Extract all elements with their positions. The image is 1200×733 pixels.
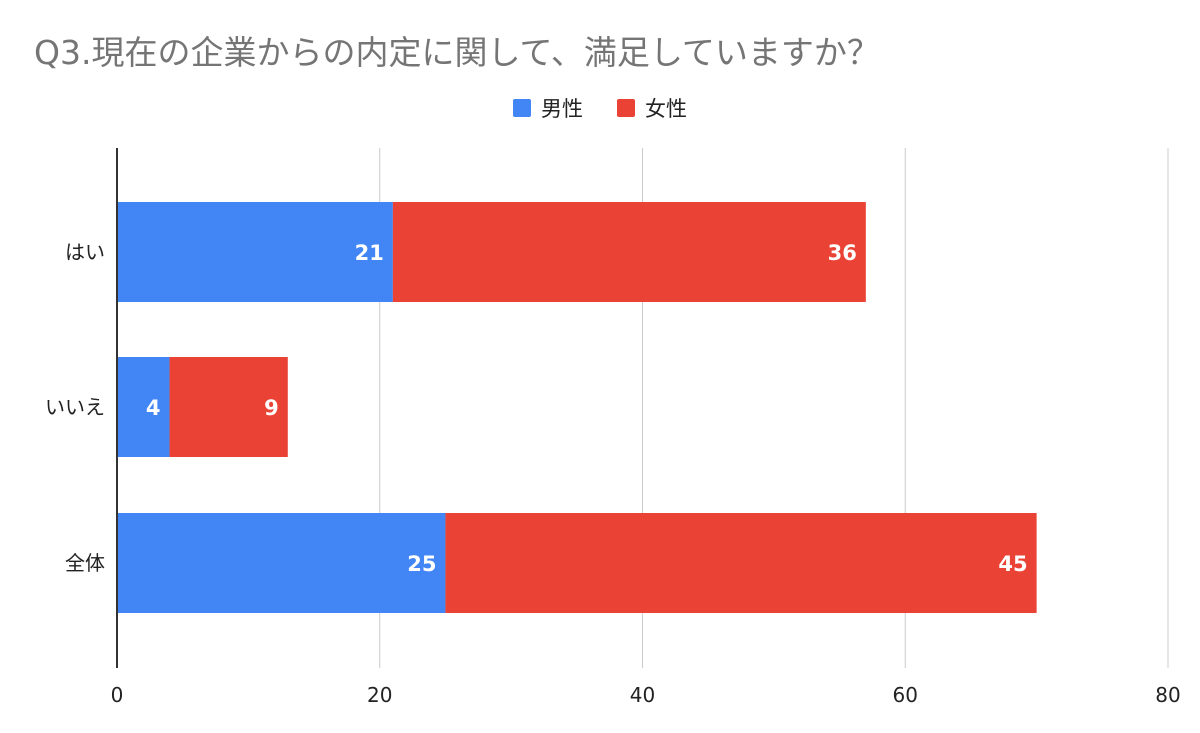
x-tick-label-20: 20 xyxy=(367,683,392,707)
data-label-male-1: 4 xyxy=(146,396,161,420)
legend-item-female: 女性 xyxy=(617,93,687,123)
bar-female-0 xyxy=(392,202,866,302)
category-label-0: はい xyxy=(65,240,105,264)
bar-female-1 xyxy=(169,357,288,457)
x-tick-label-60: 60 xyxy=(893,683,918,707)
legend: 男性 女性 xyxy=(0,93,1200,123)
data-label-male-0: 21 xyxy=(355,241,384,265)
data-label-male-2: 25 xyxy=(407,552,436,576)
data-label-female-0: 36 xyxy=(828,241,857,265)
bar-female-2 xyxy=(445,513,1037,613)
legend-swatch-female xyxy=(617,99,635,117)
category-label-1: いいえ xyxy=(45,395,105,419)
data-label-female-1: 9 xyxy=(264,396,279,420)
bar-male-1 xyxy=(117,357,170,457)
data-label-female-2: 45 xyxy=(998,552,1027,576)
legend-item-male: 男性 xyxy=(513,93,583,123)
legend-swatch-male xyxy=(513,99,531,117)
x-tick-label-80: 80 xyxy=(1155,683,1180,707)
legend-label-male: 男性 xyxy=(541,97,583,121)
bar-male-0 xyxy=(117,202,393,302)
legend-label-female: 女性 xyxy=(645,97,687,121)
x-tick-label-40: 40 xyxy=(630,683,655,707)
chart-title: Q3.現在の企業からの内定に関して、満足していますか？ xyxy=(34,33,880,72)
x-tick-label-0: 0 xyxy=(111,683,124,707)
bar-male-2 xyxy=(117,513,446,613)
category-label-2: 全体 xyxy=(65,551,105,575)
